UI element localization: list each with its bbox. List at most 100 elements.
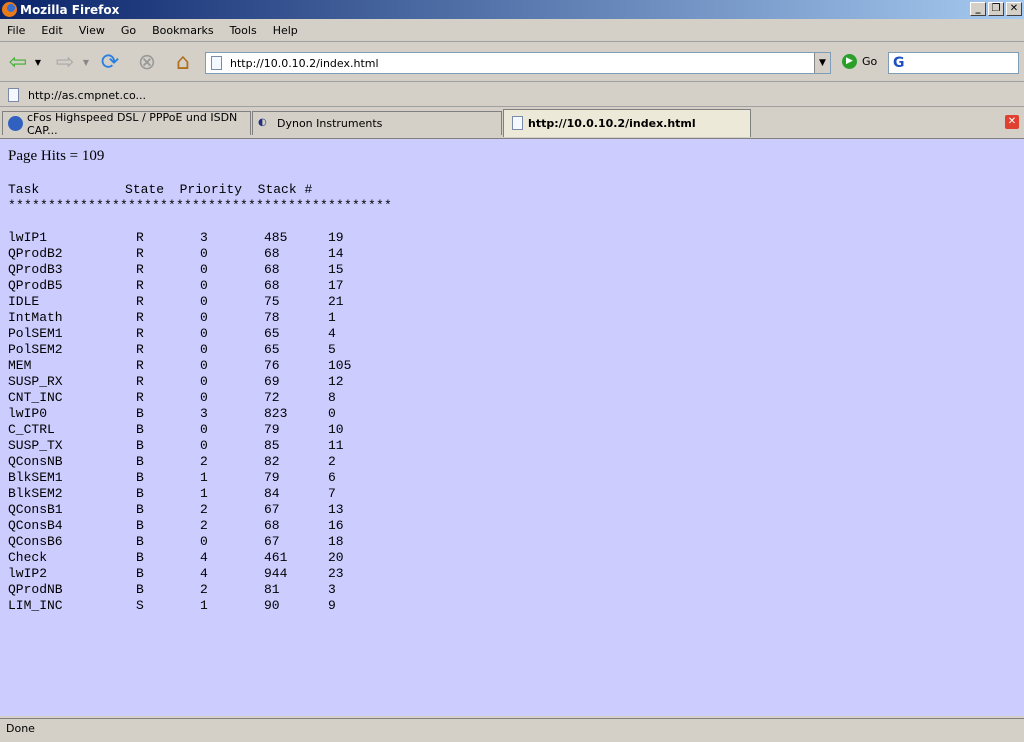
- cell-state: B: [136, 454, 144, 469]
- cell-task: QProdB3: [8, 262, 63, 277]
- menu-go[interactable]: Go: [120, 24, 137, 37]
- cell-priority: 4: [200, 566, 208, 581]
- close-tab-icon[interactable]: ✕: [1005, 115, 1019, 129]
- cell-number: 3: [328, 582, 336, 597]
- cell-state: B: [136, 502, 144, 517]
- menu-bookmarks[interactable]: Bookmarks: [152, 24, 214, 37]
- search-input[interactable]: G: [888, 52, 1019, 74]
- cell-stack: 823: [264, 406, 288, 421]
- cell-priority: 2: [200, 502, 208, 517]
- cell-task: PolSEM2: [8, 342, 63, 357]
- cell-task: BlkSEM1: [8, 470, 63, 485]
- cell-number: 17: [328, 278, 344, 293]
- back-dropdown-icon[interactable]: ▼: [34, 58, 42, 67]
- dynon-icon: ◐: [258, 117, 267, 128]
- cell-task: IDLE: [8, 294, 40, 309]
- cell-state: B: [136, 534, 144, 549]
- url-dropdown-icon[interactable]: ▼: [814, 53, 830, 73]
- cell-number: 10: [328, 422, 344, 437]
- stop-icon[interactable]: ⊗: [137, 50, 157, 75]
- go-button[interactable]: ▶ Go: [842, 54, 877, 69]
- cell-task: QConsB1: [8, 502, 63, 517]
- url-bar[interactable]: http://10.0.10.2/index.html ▼: [205, 52, 831, 74]
- cell-number: 105: [328, 358, 352, 373]
- cell-number: 5: [328, 342, 336, 357]
- cell-priority: 0: [200, 310, 208, 325]
- cell-number: 2: [328, 454, 336, 469]
- cell-state: B: [136, 470, 144, 485]
- cell-number: 14: [328, 246, 344, 261]
- cell-stack: 81: [264, 582, 280, 597]
- cell-state: R: [136, 246, 144, 261]
- forward-icon[interactable]: ⇨: [55, 50, 75, 75]
- firefox-icon: [2, 2, 17, 17]
- cell-priority: 1: [200, 470, 208, 485]
- cell-number: 9: [328, 598, 336, 613]
- url-text: http://10.0.10.2/index.html: [230, 56, 379, 70]
- separator: ****************************************…: [8, 198, 393, 213]
- title-bar: Mozilla Firefox _ ❐ ✕: [0, 0, 1024, 19]
- page-icon: [8, 88, 19, 102]
- cell-priority: 0: [200, 390, 208, 405]
- cell-number: 16: [328, 518, 344, 533]
- menu-view[interactable]: View: [78, 24, 105, 37]
- cell-state: B: [136, 518, 144, 533]
- cell-priority: 1: [200, 598, 208, 613]
- page-content: Page Hits = 109 Task State Priority Stac…: [0, 138, 1024, 716]
- cell-number: 21: [328, 294, 344, 309]
- cell-task: QConsB6: [8, 534, 63, 549]
- cell-priority: 0: [200, 262, 208, 277]
- reload-icon[interactable]: ⟳: [100, 50, 120, 75]
- tab-label: Dynon Instruments: [277, 117, 383, 130]
- tab-label: http://10.0.10.2/index.html: [528, 117, 696, 130]
- back-icon[interactable]: ⇦: [8, 50, 28, 75]
- cell-number: 15: [328, 262, 344, 277]
- cell-state: B: [136, 566, 144, 581]
- cell-priority: 0: [200, 438, 208, 453]
- cell-number: 18: [328, 534, 344, 549]
- tab-index[interactable]: http://10.0.10.2/index.html: [503, 109, 751, 137]
- cell-stack: 69: [264, 374, 280, 389]
- cell-state: B: [136, 406, 144, 421]
- page-icon: [512, 116, 523, 130]
- cell-number: 8: [328, 390, 336, 405]
- cell-task: SUSP_RX: [8, 374, 63, 389]
- cell-priority: 0: [200, 422, 208, 437]
- restore-button[interactable]: ❐: [988, 2, 1004, 16]
- cell-task: lwIP0: [8, 406, 48, 421]
- cell-number: 4: [328, 326, 336, 341]
- cell-state: B: [136, 486, 144, 501]
- cell-priority: 3: [200, 230, 208, 245]
- cell-state: R: [136, 342, 144, 357]
- table-header: Task State Priority Stack #: [8, 182, 313, 197]
- cell-task: QProdB5: [8, 278, 63, 293]
- cell-stack: 65: [264, 326, 280, 341]
- menu-edit[interactable]: Edit: [41, 24, 63, 37]
- cell-priority: 0: [200, 342, 208, 357]
- forward-dropdown-icon[interactable]: ▼: [82, 58, 90, 67]
- cell-task: lwIP1: [8, 230, 48, 245]
- tab-cfos[interactable]: cFos Highspeed DSL / PPPoE und ISDN CAP.…: [2, 111, 251, 137]
- navigation-toolbar: ⇦ ▼ ⇨ ▼ ⟳ ⊗ ⌂: [0, 44, 1024, 82]
- cell-state: R: [136, 358, 144, 373]
- tab-dynon[interactable]: ◐ Dynon Instruments: [252, 111, 502, 135]
- page-hits: Page Hits = 109: [8, 148, 105, 164]
- cell-task: C_CTRL: [8, 422, 55, 437]
- menu-bar: File Edit View Go Bookmarks Tools Help: [0, 20, 1024, 42]
- page-icon: [211, 56, 222, 70]
- home-icon[interactable]: ⌂: [176, 50, 190, 75]
- minimize-button[interactable]: _: [970, 2, 986, 16]
- cell-number: 6: [328, 470, 336, 485]
- menu-file[interactable]: File: [7, 24, 26, 37]
- bookmark-item[interactable]: http://as.cmpnet.co...: [28, 88, 147, 102]
- status-bar: Done: [0, 718, 1024, 740]
- close-button[interactable]: ✕: [1006, 2, 1022, 16]
- cell-priority: 0: [200, 534, 208, 549]
- cell-state: B: [136, 438, 144, 453]
- cell-stack: 67: [264, 534, 280, 549]
- google-icon: G: [893, 55, 905, 71]
- status-text: Done: [6, 722, 35, 735]
- menu-tools[interactable]: Tools: [229, 24, 257, 37]
- cell-priority: 2: [200, 582, 208, 597]
- menu-help[interactable]: Help: [272, 24, 298, 37]
